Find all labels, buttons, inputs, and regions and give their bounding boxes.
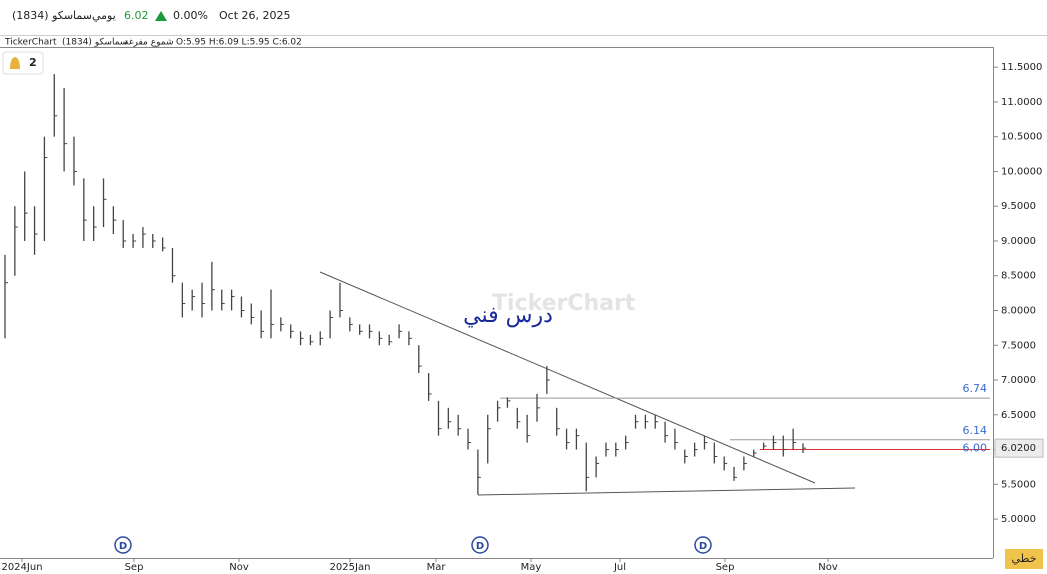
last-price-tag <box>994 438 1044 458</box>
y-tick-label: 10.0000 <box>1001 166 1042 177</box>
event-label: D <box>476 541 484 552</box>
x-tick-label: 2025Jan <box>330 562 371 573</box>
event-label: D <box>119 541 127 552</box>
level-label: 6.14 <box>963 424 988 437</box>
x-tick-label: Nov <box>229 562 249 573</box>
info-source: TickerChart <box>4 38 57 48</box>
info-style: شموع مفرغة <box>124 38 174 48</box>
chart-type-label[interactable]: خطي <box>1012 552 1037 565</box>
header-date: Oct 26, 2025 <box>219 9 291 22</box>
y-tick-label: 6.5000 <box>1001 410 1036 421</box>
last-price-label: 6.0200 <box>1001 443 1036 454</box>
x-tick-label: Sep <box>125 562 144 573</box>
watermark: TickerChart <box>492 291 636 316</box>
x-tick-label: Mar <box>427 562 447 573</box>
event-marker <box>694 536 712 554</box>
bell-icon <box>10 57 20 69</box>
alert-count: 2 <box>29 56 37 69</box>
x-tick-label: Jul <box>613 562 626 573</box>
y-tick-label: 11.5000 <box>1001 62 1042 73</box>
trend-line <box>319 271 816 484</box>
annotation: درس فني <box>463 303 553 328</box>
up-arrow <box>155 11 167 21</box>
header-price: 6.02 <box>124 9 149 22</box>
header-symbol: سماسكو (1834) <box>12 9 92 22</box>
alert-box[interactable] <box>2 51 44 75</box>
level-label: 6.00 <box>963 442 988 455</box>
x-tick-label: May <box>521 562 542 573</box>
event-marker <box>114 536 132 554</box>
header-change: 0.00% <box>173 9 208 22</box>
level-label: 6.74 <box>963 382 988 395</box>
y-tick-label: 11.0000 <box>1001 97 1042 108</box>
y-tick-label: 8.0000 <box>1001 305 1036 316</box>
support-line <box>477 487 856 496</box>
event-label: D <box>699 541 707 552</box>
header-period: يومي <box>92 9 116 22</box>
info-name: سماسكو (1834) <box>62 38 127 48</box>
y-tick-label: 5.5000 <box>1001 479 1036 490</box>
x-tick-label: Sep <box>716 562 735 573</box>
x-tick-label: Nov <box>818 562 838 573</box>
chart-type-button[interactable] <box>1005 549 1043 569</box>
y-tick-label: 9.5000 <box>1001 201 1036 212</box>
y-tick-label: 5.0000 <box>1001 514 1036 525</box>
y-tick-label: 9.0000 <box>1001 236 1036 247</box>
y-tick-label: 7.0000 <box>1001 375 1036 386</box>
y-tick-label: 10.5000 <box>1001 132 1042 143</box>
y-tick-label: 7.5000 <box>1001 340 1036 351</box>
y-tick-label: 8.5000 <box>1001 271 1036 282</box>
x-tick-label: 2024Jun <box>1 562 42 573</box>
info-ohlc: O:5.95 H:6.09 L:5.95 C:6.02 <box>176 38 302 48</box>
event-marker <box>471 536 489 554</box>
